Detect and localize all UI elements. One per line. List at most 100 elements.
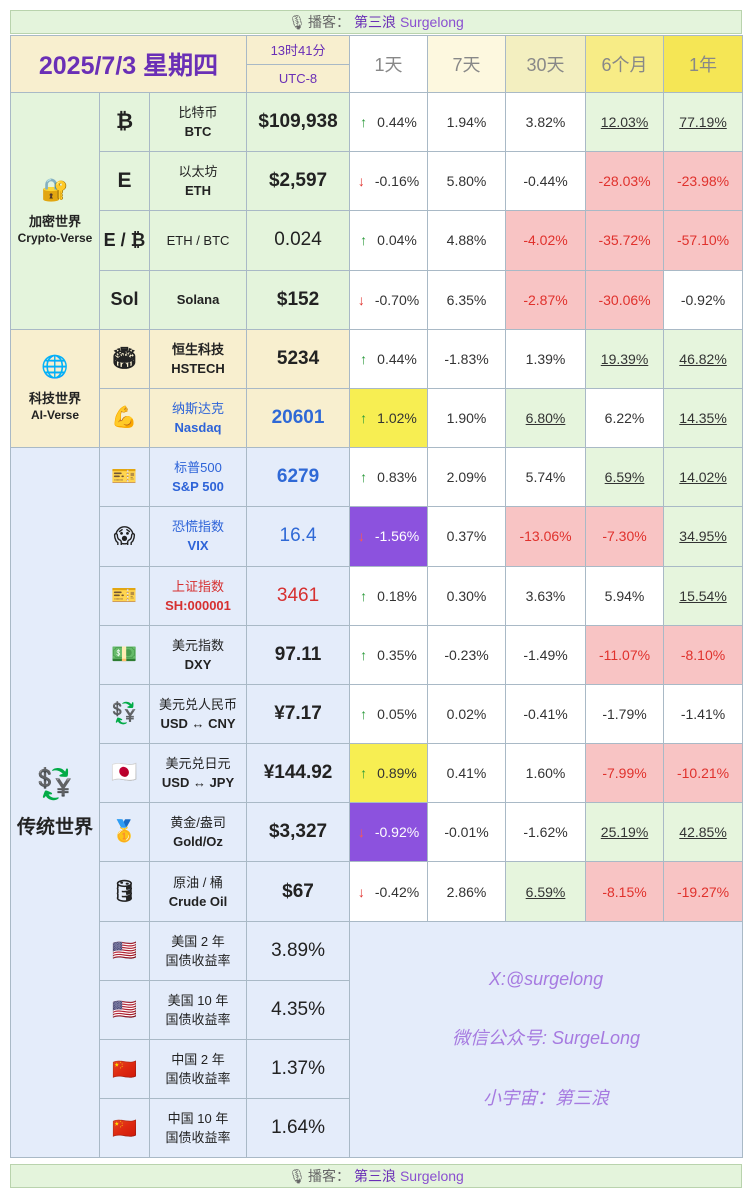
- usa-flag-icon: 🇺🇸: [99, 920, 150, 981]
- change-1y: 77.19%: [663, 91, 744, 153]
- change-1y: -1.41%: [663, 683, 744, 745]
- change-6m: -28.03%: [585, 151, 665, 212]
- period-1d: 1天: [349, 35, 429, 93]
- asset-price: $2,597: [246, 151, 351, 212]
- change-30d: -2.87%: [505, 269, 587, 330]
- change-7d: 2.09%: [427, 447, 507, 508]
- table-row: 🔐 加密世界 Crypto-Verse ₿ 比特币 BTC $109,938 ↑ 0…: [10, 91, 744, 330]
- asset-name: 美元兑人民币 USD ↔ CNY: [148, 683, 248, 745]
- bottom-banner: 🎙 播客： 第三浪 Surgelong: [10, 1164, 742, 1188]
- date-title: 2025/7/3 星期四: [9, 35, 248, 93]
- change-1y: -19.27%: [663, 861, 744, 922]
- table-row: E / ₿ ETH / BTC 0.024 ↑ 0.04% 4.88% -4.02…: [11, 210, 744, 271]
- arrow-up-icon: ↑: [360, 114, 368, 131]
- period-6m: 6个月: [585, 35, 665, 93]
- change-1y: 42.85%: [663, 802, 744, 863]
- bond-yield: 3.89%: [246, 920, 351, 981]
- bond-yield: 1.37%: [246, 1038, 351, 1100]
- banner-name-en: Surgelong: [399, 1168, 464, 1184]
- table-row: 🌐 科技世界 AI-Verse 🏟 恒生科技 HSTECH 5234 ↑ 0.44%…: [10, 328, 744, 449]
- change-6m: -30.06%: [585, 269, 665, 330]
- gold-bar-icon: 🥇: [99, 802, 150, 863]
- change-6m: -11.07%: [585, 624, 665, 685]
- change-7d: 1.90%: [427, 387, 507, 449]
- change-1d: ↑ 0.35%: [349, 624, 429, 685]
- change-1d: ↑ 0.83%: [349, 447, 429, 508]
- table-row: 💪 纳斯达克 Nasdaq 20601 ↑ 1.02% 1.90% 6.80% 6.…: [11, 387, 744, 449]
- change-1d: ↑ 1.02%: [349, 387, 429, 449]
- bond-yield: 4.35%: [246, 979, 351, 1041]
- asset-price: ¥7.17: [246, 683, 351, 745]
- change-1y: 14.02%: [663, 447, 744, 508]
- period-30d: 30天: [505, 35, 587, 93]
- arrow-down-icon: ↓: [357, 173, 365, 190]
- change-1d: ↑ 0.44%: [349, 328, 429, 389]
- change-1d: ↑ 0.18%: [349, 565, 429, 626]
- group-crypto: 🔐 加密世界 Crypto-Verse: [10, 92, 100, 330]
- change-30d: 6.59%: [505, 861, 587, 922]
- asset-price: 0.024: [246, 210, 351, 271]
- ticket-icon: 🎫: [99, 447, 150, 508]
- asset-name: 比特币 BTC: [148, 91, 248, 153]
- period-1y: 1年: [663, 35, 744, 93]
- table-row: 💵 美元指数 DXY 97.11 ↑ 0.35% -0.23% -1.49% -11…: [11, 624, 744, 685]
- change-6m: 6.22%: [585, 387, 665, 449]
- table-row: Sol Solana $152 ↓ -0.70% 6.35% -2.87% -30…: [11, 269, 744, 330]
- top-banner: 🎙 播客： 第三浪 Surgelong: [10, 10, 742, 34]
- change-7d: 0.37%: [427, 506, 507, 567]
- bond-name: 美国 2 年国债收益率: [148, 920, 248, 981]
- arrow-up-icon: ↑: [360, 469, 368, 486]
- change-7d: 2.86%: [427, 861, 507, 922]
- lock-icon: 🔐: [41, 176, 69, 202]
- arrow-down-icon: ↓: [357, 528, 365, 545]
- group-trad-cn: 传统世界: [16, 816, 93, 838]
- change-7d: 0.30%: [427, 565, 507, 626]
- change-1y: -10.21%: [663, 743, 744, 804]
- banner-name-cn: 第三浪: [353, 1168, 396, 1184]
- change-1d: ↓ -0.92%: [349, 802, 429, 863]
- china-flag-icon: 🇨🇳: [99, 1098, 150, 1159]
- asset-price: $109,938: [246, 91, 351, 153]
- change-7d: 0.41%: [427, 743, 507, 804]
- asset-name: 纳斯达克 Nasdaq: [148, 387, 248, 449]
- microphone-icon: 🎙: [288, 13, 306, 30]
- change-30d: 5.74%: [505, 447, 587, 508]
- currency-exchange-icon: 💱: [99, 683, 150, 745]
- time-value: 13时41分: [270, 42, 326, 58]
- asset-name: 恒生科技 HSTECH: [148, 328, 248, 389]
- asset-price: 6279: [246, 447, 351, 508]
- dollar-banknote-icon: 💵: [99, 624, 150, 685]
- table-row: 🇨🇳 中国 2 年国债收益率 1.37%: [11, 1038, 743, 1100]
- banner-label: 播客：: [307, 1168, 350, 1184]
- table-row: 🎫 上证指数 SH:000001 3461 ↑ 0.18% 0.30% 3.63% …: [11, 565, 744, 626]
- asset-price: $152: [246, 269, 351, 330]
- change-1d: ↑ 0.44%: [349, 91, 429, 153]
- table-row: 🇯🇵 美元兑日元 USD ↔ JPY ¥144.92 ↑ 0.89% 0.41% 1…: [11, 743, 744, 804]
- change-1d: ↑ 0.04%: [349, 210, 429, 271]
- change-6m: -35.72%: [585, 210, 665, 271]
- asset-price: $3,327: [246, 802, 351, 863]
- asset-price: $67: [246, 861, 351, 922]
- period-7d: 7天: [427, 35, 507, 93]
- group-trad: 💱 传统世界: [10, 447, 100, 1159]
- asset-name: Solana: [148, 269, 248, 330]
- change-1d: ↑ 0.05%: [349, 683, 429, 745]
- banner-name-en: Surgelong: [399, 14, 464, 30]
- arrow-up-icon: ↑: [360, 587, 368, 604]
- arrow-up-icon: ↑: [360, 232, 368, 249]
- bond-name: 美国 10 年国债收益率: [148, 979, 248, 1041]
- asset-name: 美元兑日元 USD ↔ JPY: [148, 743, 248, 804]
- table-row: 💱 传统世界 🎫 标普500 S&P 500 6279 ↑ 0.83% 2.09% …: [10, 447, 744, 1159]
- wechat-account: 微信公众号: SurgeLong: [451, 1028, 641, 1048]
- arrow-up-icon: ↑: [360, 646, 368, 663]
- asset-name: ETH / BTC: [148, 210, 248, 271]
- change-7d: -0.23%: [427, 624, 507, 685]
- asset-name: 美元指数 DXY: [148, 624, 248, 685]
- asset-name: 标普500 S&P 500: [148, 447, 248, 508]
- usa-flag-icon: 🇺🇸: [99, 979, 150, 1041]
- time-box: 13时41分 UTC-8: [246, 35, 351, 93]
- change-1d: ↓ -0.42%: [349, 861, 429, 922]
- change-30d: 3.82%: [505, 91, 587, 153]
- change-30d: -0.44%: [505, 151, 587, 212]
- stadium-icon: 🏟: [99, 328, 150, 389]
